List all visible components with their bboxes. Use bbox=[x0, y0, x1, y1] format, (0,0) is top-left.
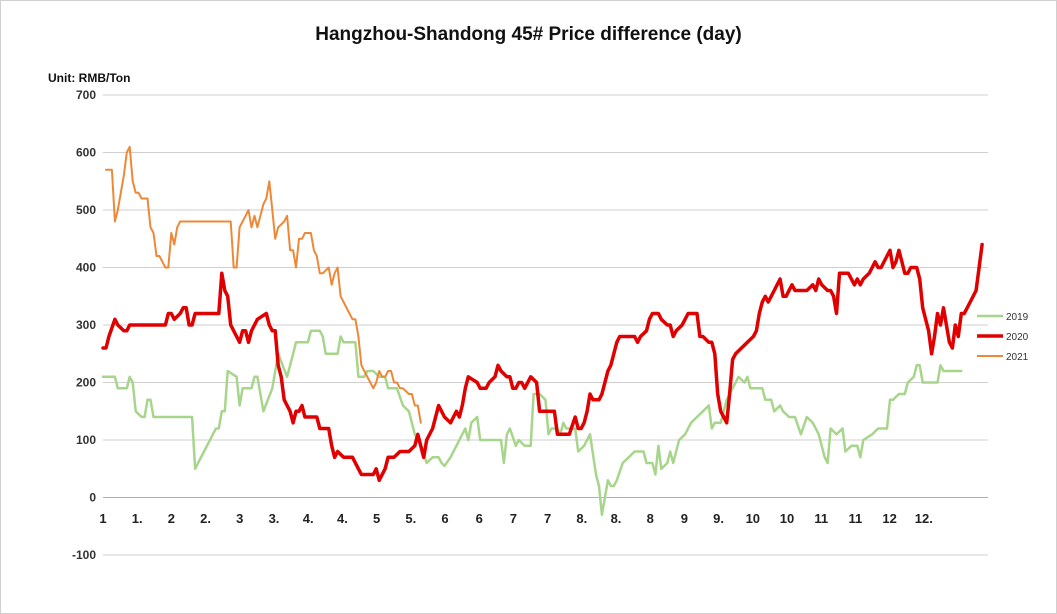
x-tick-label: 1 bbox=[99, 511, 106, 526]
x-tick-label: 8. bbox=[576, 511, 587, 526]
series-lines bbox=[101, 145, 984, 517]
x-tick-label: 8 bbox=[647, 511, 654, 526]
x-tick-label: 9 bbox=[681, 511, 688, 526]
x-tick-label: 10 bbox=[746, 511, 760, 526]
y-tick-label: 500 bbox=[76, 203, 96, 217]
x-tick-label: 12. bbox=[915, 511, 933, 526]
y-tick-label: 300 bbox=[76, 318, 96, 332]
unit-label: Unit: RMB/Ton bbox=[48, 71, 131, 85]
y-tick-label: -100 bbox=[72, 548, 96, 562]
chart-title: Hangzhou-Shandong 45# Price difference (… bbox=[315, 24, 742, 45]
x-tick-label: 7 bbox=[510, 511, 517, 526]
y-tick-label: 400 bbox=[76, 261, 96, 275]
x-tick-label: 7 bbox=[544, 511, 551, 526]
legend: 2019 2020 2021 bbox=[977, 312, 1029, 363]
series-line-2021 bbox=[105, 145, 422, 424]
x-tick-label: 5. bbox=[405, 511, 416, 526]
x-tick-label: 4. bbox=[303, 511, 314, 526]
x-tick-label: 9. bbox=[713, 511, 724, 526]
x-tick-label: 2 bbox=[168, 511, 175, 526]
legend-label-2020: 2020 bbox=[1006, 332, 1029, 343]
series-line-2019 bbox=[101, 329, 963, 517]
legend-label-2021: 2021 bbox=[1006, 352, 1029, 363]
x-tick-label: 8. bbox=[611, 511, 622, 526]
series-line-2020 bbox=[101, 242, 984, 483]
x-tick-label: 6 bbox=[476, 511, 483, 526]
gridlines bbox=[103, 94, 988, 556]
y-tick-label: 700 bbox=[76, 88, 96, 102]
y-tick-label: 100 bbox=[76, 433, 96, 447]
y-tick-label: 600 bbox=[76, 146, 96, 160]
x-tick-label: 3. bbox=[269, 511, 280, 526]
x-tick-label: 4. bbox=[337, 511, 348, 526]
x-tick-label: 10 bbox=[780, 511, 794, 526]
x-tick-label: 5 bbox=[373, 511, 380, 526]
y-tick-label: 200 bbox=[76, 376, 96, 390]
x-tick-label: 2. bbox=[200, 511, 211, 526]
legend-label-2019: 2019 bbox=[1006, 312, 1029, 323]
x-tick-label: 3 bbox=[236, 511, 243, 526]
x-tick-label: 12 bbox=[882, 511, 896, 526]
x-axis-ticks: 1 1. 2 2. 3 3. 4. 4. 5 5. 6 6 7 7 8. 8. 8 9 9. 10 10 11 11 12 12… bbox=[99, 511, 932, 526]
x-tick-label: 11 bbox=[814, 511, 828, 526]
y-axis-ticks: 700 600 500 400 300 200 100 0 -100 bbox=[72, 88, 96, 562]
y-tick-label: 0 bbox=[89, 491, 96, 505]
x-tick-label: 11 bbox=[849, 511, 863, 526]
x-tick-label: 6 bbox=[441, 511, 448, 526]
x-tick-label: 1. bbox=[132, 511, 143, 526]
